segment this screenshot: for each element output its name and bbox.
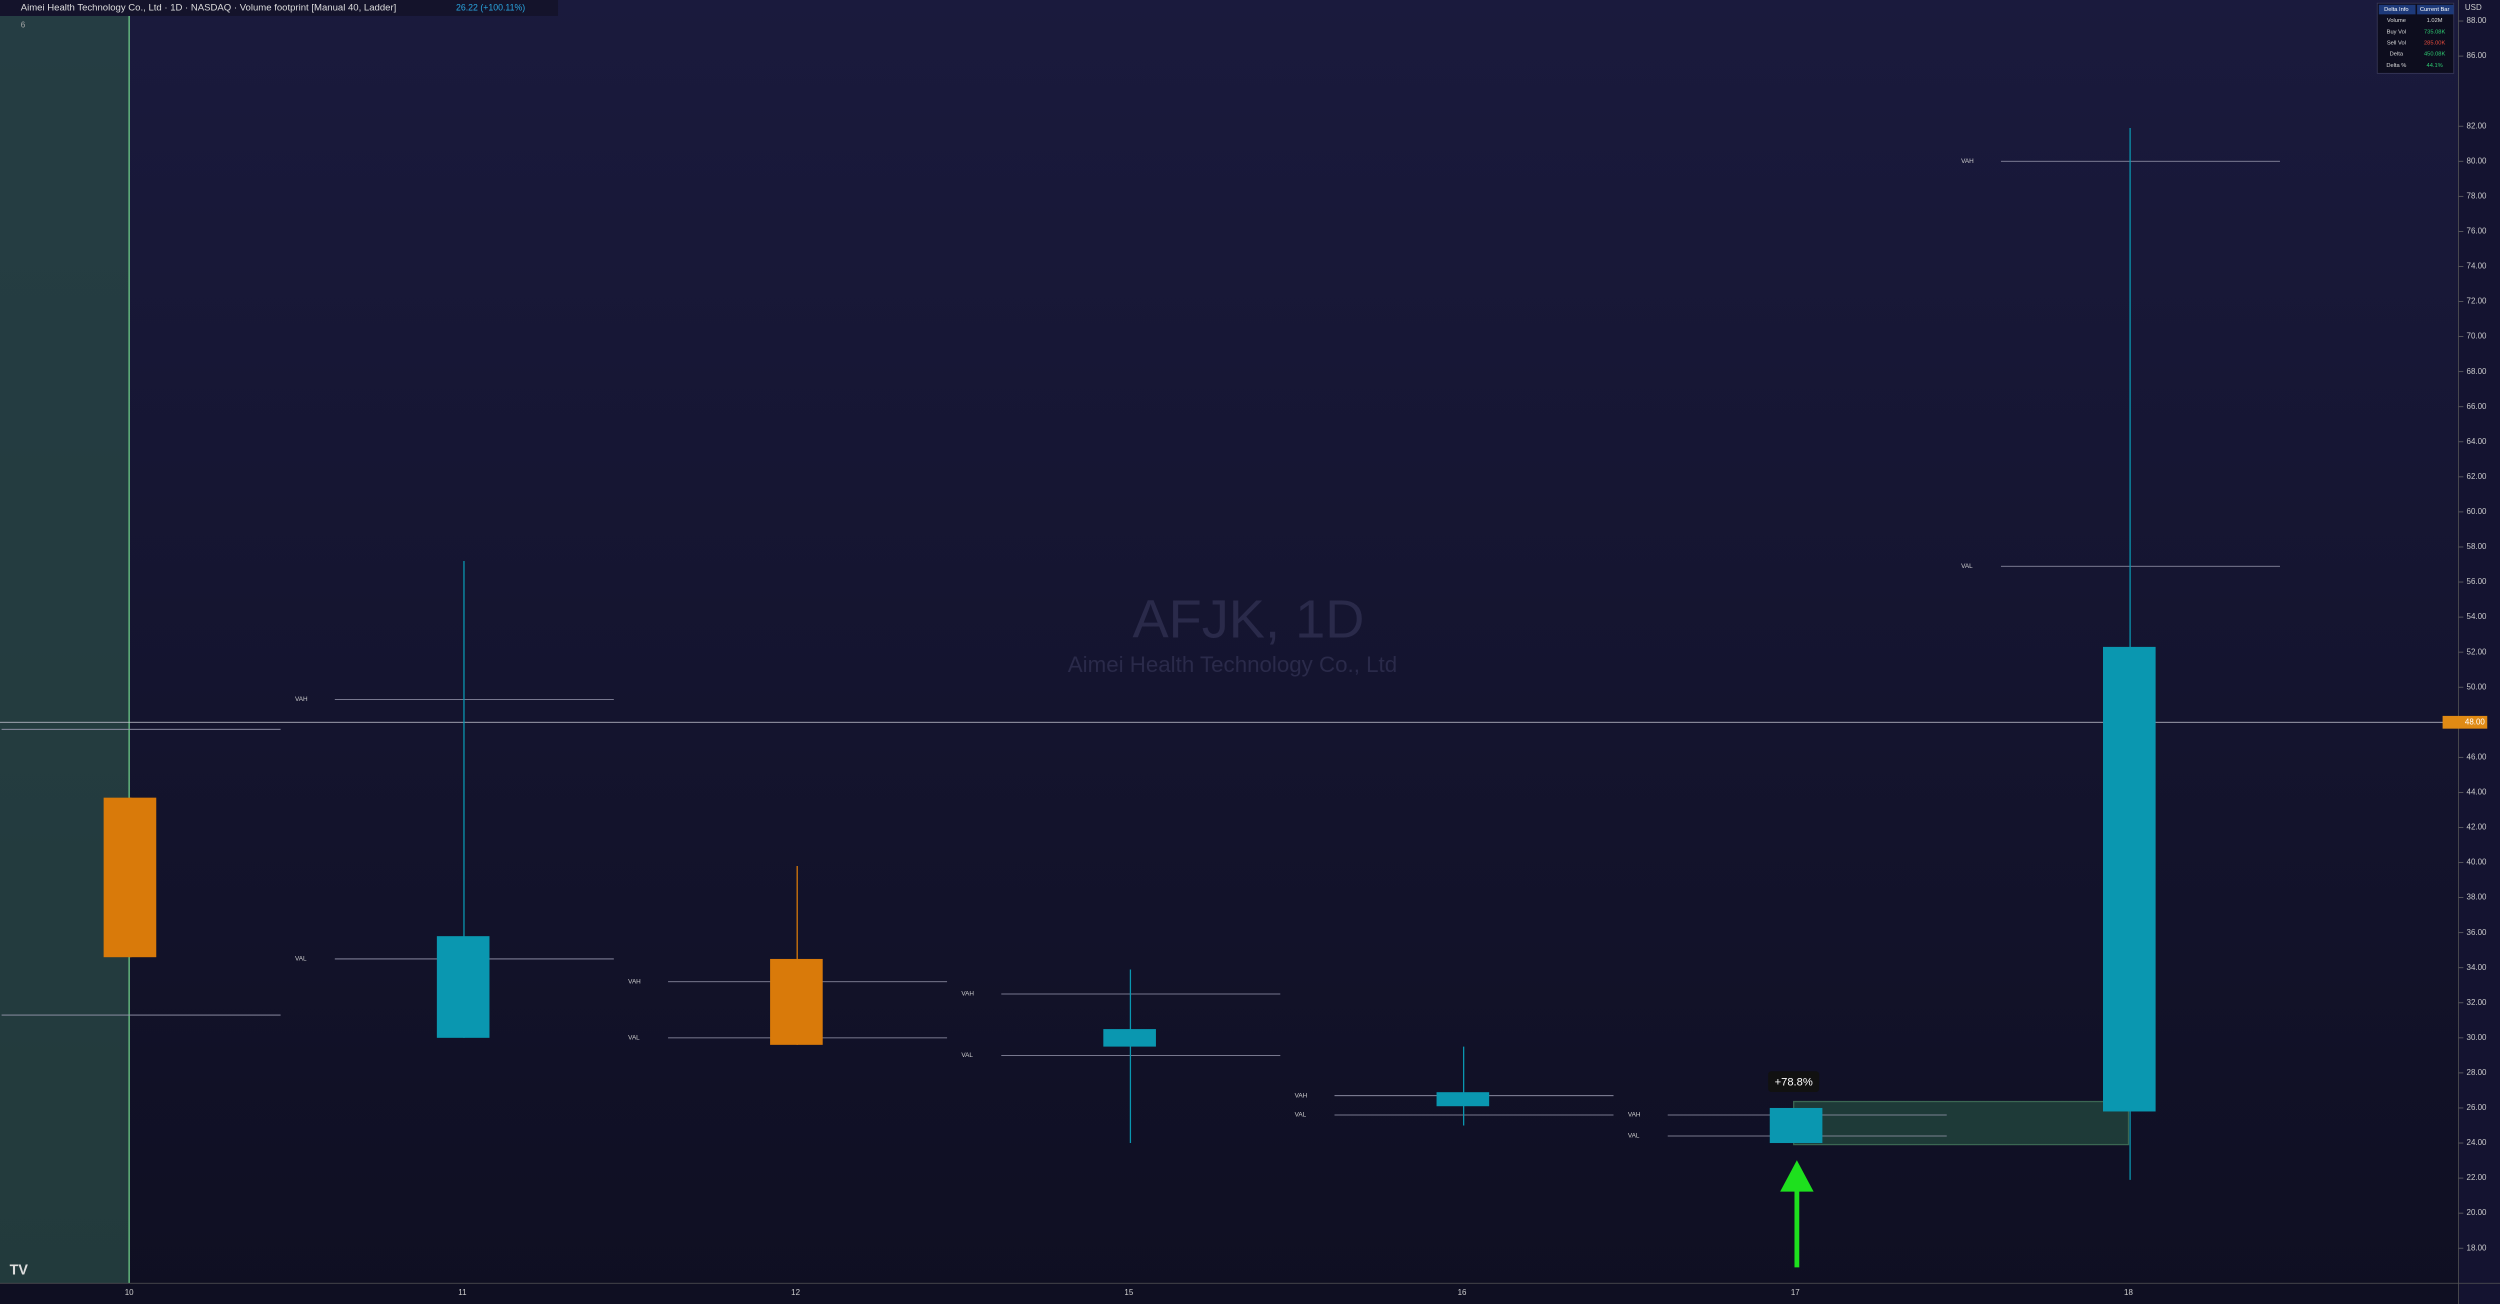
delta-row-label: Delta <box>2390 52 2404 58</box>
y-tick-label: 20.00 <box>2467 1208 2488 1217</box>
arrow <box>1780 1160 1814 1268</box>
delta-row-value: 1.02M <box>2427 18 2443 24</box>
value-area-label: VAH <box>295 696 308 703</box>
watermark-sub: Aimei Health Technology Co., Ltd <box>1068 652 1397 677</box>
delta-header-cell <box>2378 4 2416 15</box>
delta-row-label: Sell Vol <box>2387 41 2406 47</box>
y-tick-label: 44.00 <box>2467 788 2488 797</box>
y-tick-label: 24.00 <box>2467 1138 2488 1147</box>
y-tick-label: 46.00 <box>2467 752 2488 761</box>
y-tick-label: 22.00 <box>2467 1173 2488 1182</box>
indicators: 6 <box>21 21 26 30</box>
value-area-label: VAL <box>628 1035 640 1042</box>
annotation: +78.8% <box>1775 1076 1813 1088</box>
last-price-label: 48.00 <box>2465 717 2486 726</box>
delta-row-value: 44.1% <box>2427 63 2443 69</box>
value-area-label: VAH <box>628 978 641 985</box>
y-tick-label: 18.00 <box>2467 1243 2488 1252</box>
candle-body <box>436 936 490 1038</box>
range-box <box>1793 1100 2130 1146</box>
y-tick-label: 32.00 <box>2467 998 2488 1007</box>
x-tick-label: 18 <box>2124 1288 2133 1297</box>
header-bar <box>0 0 559 16</box>
currency: USD <box>2465 3 2482 12</box>
candle-body <box>103 797 157 958</box>
y-tick-label: 78.00 <box>2467 191 2488 200</box>
y-tick-label: 76.00 <box>2467 227 2488 236</box>
y-tick-label: 62.00 <box>2467 472 2488 481</box>
value-area-label: VAH <box>1628 1112 1641 1119</box>
y-tick-label: 56.00 <box>2467 577 2488 586</box>
y-tick-label: 36.00 <box>2467 928 2488 937</box>
y-tick-label: 28.00 <box>2467 1068 2488 1077</box>
candle-body <box>1103 1029 1156 1047</box>
y-tick-label: 42.00 <box>2467 823 2488 832</box>
y-tick-label: 30.00 <box>2467 1033 2488 1042</box>
y-tick-label: 64.00 <box>2467 437 2488 446</box>
x-tick-label: 17 <box>1791 1288 1800 1297</box>
y-tick-label: 86.00 <box>2467 51 2488 60</box>
annotation-box <box>1768 1071 1820 1092</box>
value-area-label: VAL <box>1628 1133 1640 1140</box>
y-tick-label: 26.00 <box>2467 1103 2488 1112</box>
candle-body <box>1436 1092 1490 1107</box>
y-tick-label: 72.00 <box>2467 297 2488 306</box>
y-tick-label: 88.00 <box>2467 16 2488 25</box>
y-tick-label: 82.00 <box>2467 121 2488 130</box>
delta-header: Current Bar <box>2420 7 2450 13</box>
x-tick-label: 10 <box>125 1288 134 1297</box>
symbol-line: Aimei Health Technology Co., Ltd · 1D · … <box>21 3 397 14</box>
value-area-label: VAL <box>1961 563 1973 570</box>
delta-panel <box>2376 2 2455 74</box>
x-tick-label: 15 <box>1124 1288 1133 1297</box>
change: 26.22 (+100.11%) <box>456 2 525 12</box>
delta-header: Delta Info <box>2384 7 2408 13</box>
delta-row-label: Buy Vol <box>2387 29 2406 35</box>
delta-info: Delta Info Current Bar Volume 1.02M Buy Vol 7… <box>2376 2 2455 74</box>
y-tick-label: 40.00 <box>2467 858 2488 867</box>
x-tick-label: 16 <box>1458 1288 1467 1297</box>
y-tick-label: 34.00 <box>2467 963 2488 972</box>
y-tick-label: 74.00 <box>2467 262 2488 271</box>
delta-row-label: Volume <box>2387 18 2406 24</box>
delta-header-cell <box>2417 4 2454 15</box>
watermark: AFJK, 1D <box>1132 590 1364 650</box>
y-tick-label: 58.00 <box>2467 542 2488 551</box>
delta-row-value: 450.08K <box>2424 52 2445 58</box>
axes: 18.00 20.00 22.00 24.00 26.00 28.00 30.00 32.00… <box>125 16 2488 1297</box>
y-tick-label: 66.00 <box>2467 402 2488 411</box>
x-tick-label: 12 <box>791 1288 800 1297</box>
value-area-label: VAH <box>1295 1092 1308 1099</box>
price-axis <box>2458 0 2500 1304</box>
candle-body <box>770 958 823 1045</box>
delta-row-value: 735.08K <box>2424 29 2445 35</box>
candle-body <box>1769 1107 1823 1144</box>
plot: VAHVAHVAHVAHVAHVAHVAHVALVALVALVALVALVALV… <box>0 127 2459 1180</box>
logo: TV <box>10 1262 29 1278</box>
delta-row-value: 285.00K <box>2424 41 2445 47</box>
value-area-label: VAL <box>1295 1112 1307 1119</box>
last-price-tag <box>2442 715 2488 729</box>
y-tick-label: 54.00 <box>2467 612 2488 621</box>
y-tick-label: 68.00 <box>2467 367 2488 376</box>
value-area-label: VAL <box>961 1052 973 1059</box>
delta-row-label: Delta % <box>2386 63 2406 69</box>
y-tick-label: 52.00 <box>2467 647 2488 656</box>
x-tick-label: 11 <box>458 1288 467 1297</box>
y-tick-label: 60.00 <box>2467 507 2488 516</box>
highlight-zone <box>0 15 130 1284</box>
y-tick-label: 38.00 <box>2467 893 2488 902</box>
y-tick-label: 70.00 <box>2467 332 2488 341</box>
y-tick-label: 80.00 <box>2467 156 2488 165</box>
value-area-label: VAH <box>1961 158 1974 165</box>
candle-body <box>2102 646 2156 1112</box>
value-area-label: VAL <box>295 956 307 963</box>
value-area-label: VAH <box>961 991 974 998</box>
y-tick-label: 50.00 <box>2467 682 2488 691</box>
